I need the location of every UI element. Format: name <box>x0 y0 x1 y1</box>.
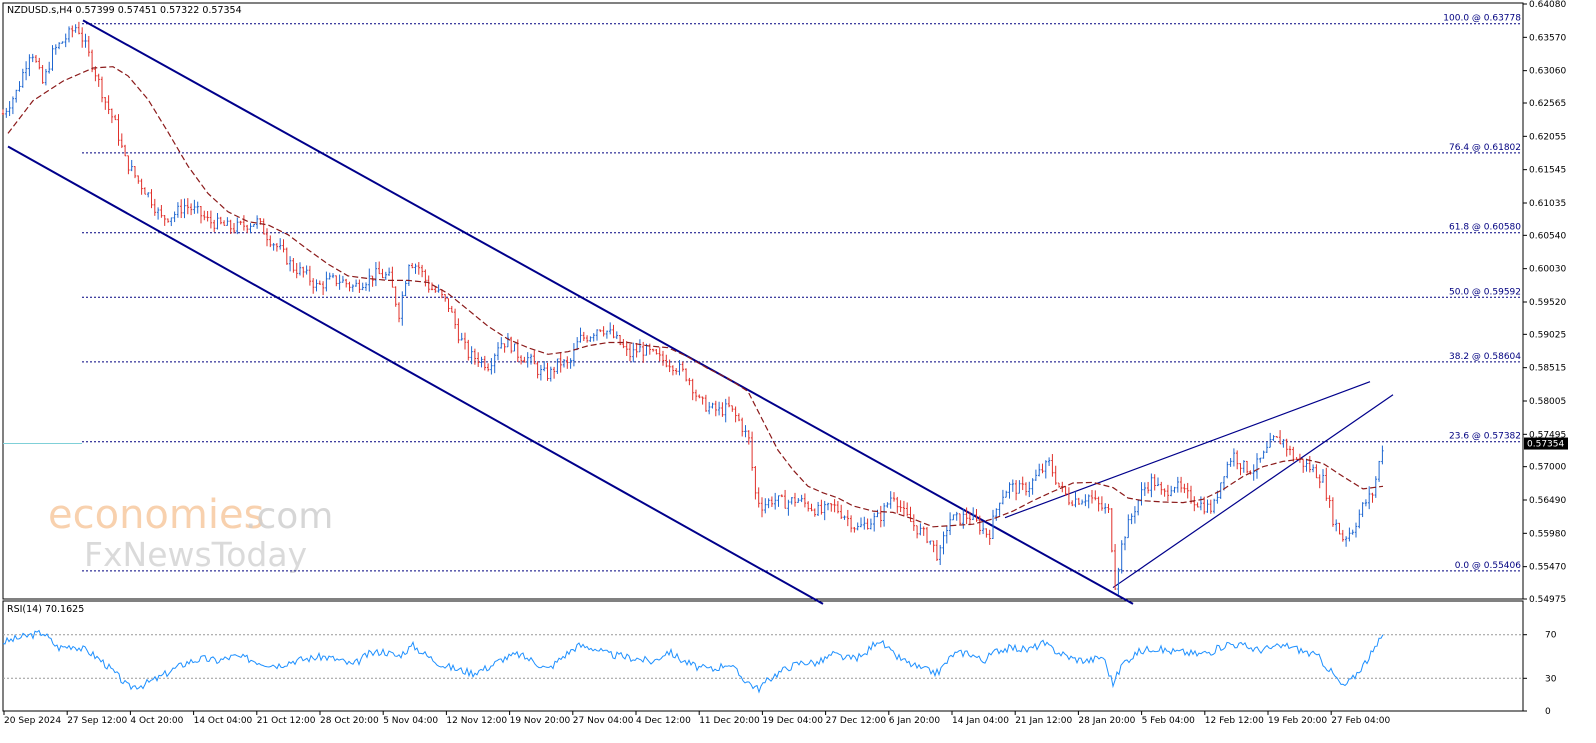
time-tick-label: 21 Jan 12:00 <box>1015 716 1072 726</box>
fib-level-label: 23.6 @ 0.57382 <box>1449 432 1521 442</box>
time-tick-label: 20 Sep 2024 <box>4 716 61 726</box>
time-tick-label: 6 Jan 20:00 <box>889 716 941 726</box>
time-tick-label: 14 Oct 04:00 <box>194 716 253 726</box>
rsi-tick-label: 30 <box>1545 674 1557 684</box>
price-pane-frame <box>2 2 1524 600</box>
channel-line-upper[interactable] <box>82 19 1134 605</box>
time-tick-label: 19 Dec 04:00 <box>762 716 823 726</box>
watermark-brand: economies <box>48 492 264 538</box>
time-tick-label: 4 Dec 12:00 <box>636 716 691 726</box>
price-tick-label: 0.56490 <box>1529 496 1566 506</box>
price-tick-label: 0.62565 <box>1529 99 1566 109</box>
time-tick-label: 14 Jan 04:00 <box>952 716 1009 726</box>
price-tick-label: 0.62055 <box>1529 132 1566 142</box>
rsi-pane-frame <box>2 600 1524 712</box>
fib-level-label: 50.0 @ 0.59592 <box>1449 287 1521 297</box>
time-tick-label: 21 Oct 12:00 <box>257 716 316 726</box>
current-price-badge <box>1524 437 1568 450</box>
time-tick-label: 11 Dec 20:00 <box>699 716 760 726</box>
price-tick-label: 0.55470 <box>1529 563 1566 573</box>
moving-average-line <box>7 66 1384 528</box>
moving-average <box>7 66 1384 528</box>
channel-line-lower[interactable] <box>7 145 824 605</box>
price-tick-label: 0.58515 <box>1529 364 1566 374</box>
price-tick-label: 0.59025 <box>1529 330 1566 340</box>
price-tick-label: 0.63060 <box>1529 67 1566 77</box>
watermark: economies .com FxNewsToday <box>48 492 333 574</box>
fib-level-label: 61.8 @ 0.60580 <box>1449 223 1521 233</box>
time-tick-label: 28 Jan 20:00 <box>1078 716 1135 726</box>
price-tick-label: 0.55980 <box>1529 529 1566 539</box>
price-tick-label: 0.60540 <box>1529 231 1566 241</box>
price-tick-label: 0.57495 <box>1529 430 1566 440</box>
fib-level-label: 76.4 @ 0.61802 <box>1449 143 1521 153</box>
rsi-tick-label: 70 <box>1545 631 1557 641</box>
watermark-brand-suffix: .com <box>245 496 333 537</box>
price-tick-label: 0.58005 <box>1529 397 1566 407</box>
rsi-tick-label: 0 <box>1545 707 1551 717</box>
price-tick-label: 0.54975 <box>1529 595 1566 605</box>
time-tick-label: 12 Feb 12:00 <box>1205 716 1264 726</box>
price-tick-label: 0.57000 <box>1529 463 1566 473</box>
time-tick-label: 19 Nov 20:00 <box>510 716 571 726</box>
fib-level-label: 38.2 @ 0.58604 <box>1449 352 1521 362</box>
time-tick-label: 5 Feb 04:00 <box>1142 716 1196 726</box>
time-tick-label: 27 Sep 12:00 <box>67 716 127 726</box>
price-tick-label: 0.59520 <box>1529 298 1566 308</box>
rsi-indicator <box>2 629 1522 694</box>
current-price-marker: 0.57354 <box>1524 437 1568 450</box>
symbol-header: NZDUSD.s,H4 0.57399 0.57451 0.57322 0.57… <box>7 5 242 16</box>
price-axis[interactable]: 0.64080 0.63570 0.63060 0.62565 0.62055 0.615… <box>1523 0 1566 717</box>
rsi-header: RSI(14) 70.1625 <box>7 604 84 615</box>
rsi-line <box>2 629 1384 694</box>
fib-level-label: 100.0 @ 0.63778 <box>1443 14 1521 24</box>
fibonacci-levels: 100.0 @ 0.63778 76.4 @ 0.61802 61.8 @ 0.60… <box>3 14 1522 572</box>
price-tick-label: 0.64080 <box>1529 0 1566 10</box>
time-axis[interactable]: 20 Sep 2024 27 Sep 12:00 4 Oct 20:00 14 Oct… <box>3 711 1391 726</box>
wedge-upper-b-line[interactable] <box>1112 394 1394 589</box>
price-tick-label: 0.60030 <box>1529 265 1566 275</box>
time-tick-label: 4 Oct 20:00 <box>130 716 183 726</box>
time-tick-label: 27 Nov 04:00 <box>573 716 634 726</box>
time-tick-label: 28 Oct 20:00 <box>320 716 379 726</box>
time-tick-label: 27 Dec 12:00 <box>826 716 887 726</box>
watermark-sub: FxNewsToday <box>84 535 307 574</box>
price-tick-label: 0.63570 <box>1529 33 1566 43</box>
time-tick-label: 27 Feb 04:00 <box>1331 716 1390 726</box>
time-tick-label: 12 Nov 12:00 <box>446 716 507 726</box>
price-tick-label: 0.61035 <box>1529 199 1566 209</box>
current-price-label: 0.57354 <box>1527 440 1564 450</box>
price-tick-label: 0.61545 <box>1529 166 1566 176</box>
time-tick-label: 19 Feb 20:00 <box>1268 716 1327 726</box>
time-tick-label: 5 Nov 04:00 <box>383 716 438 726</box>
fib-level-label: 0.0 @ 0.55406 <box>1455 561 1522 571</box>
